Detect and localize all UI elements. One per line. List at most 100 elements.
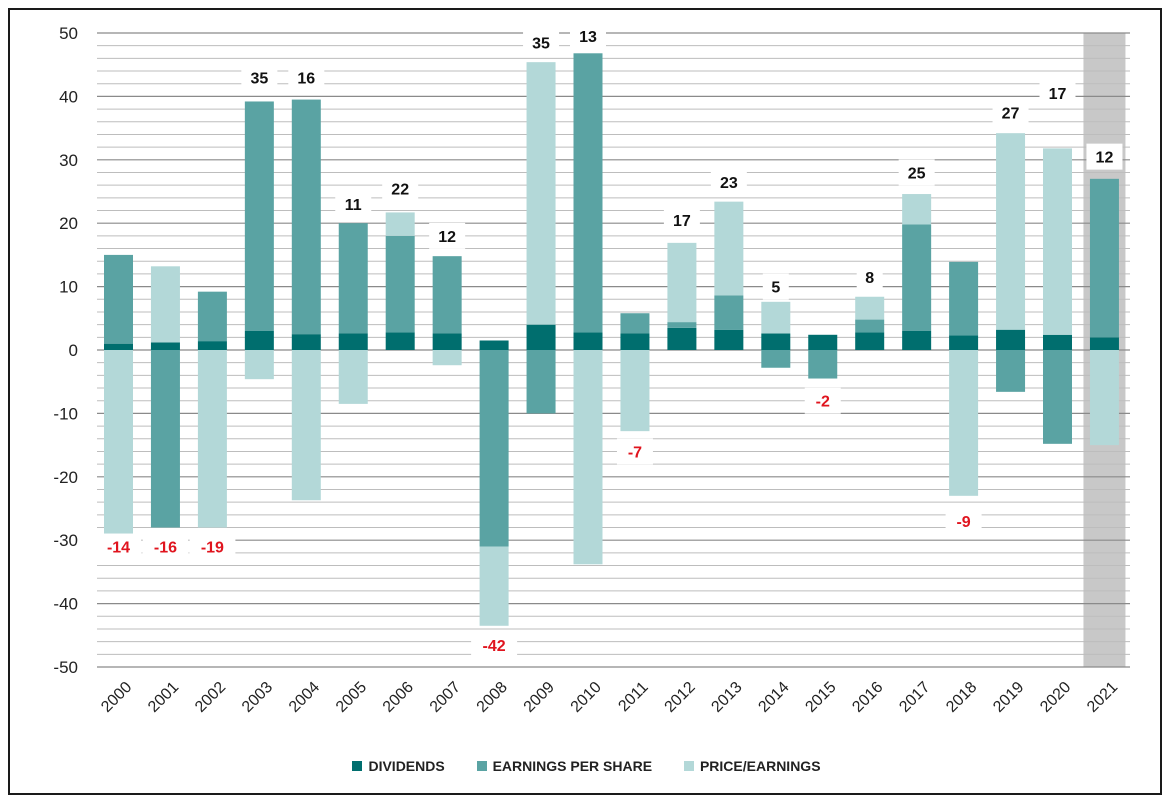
total-return-label-2012: 17 [673, 213, 691, 230]
total-return-label-2008: -42 [483, 638, 506, 655]
bar-eps-2008 [479, 350, 509, 547]
bar-eps-2021 [1089, 178, 1119, 338]
x-tick-label-2005: 2005 [333, 679, 370, 716]
total-label-bg [898, 159, 935, 186]
bar-dividends-2000 [104, 343, 133, 350]
x-tick-label-2006: 2006 [380, 679, 417, 716]
bar-eps-2018 [949, 261, 979, 336]
total-return-label-2020: 17 [1049, 86, 1067, 103]
legend-label-eps: EARNINGS PER SHARE [492, 758, 653, 774]
total-label-bg [142, 533, 189, 560]
total-label-bg [570, 23, 606, 50]
total-label-bg [189, 533, 236, 560]
bar-pe-2010 [573, 350, 603, 565]
bar-eps-2019 [996, 350, 1026, 392]
x-tick-label-2019: 2019 [990, 679, 1027, 716]
bar-pe-2018 [949, 350, 979, 496]
bar-eps-2011 [620, 313, 650, 334]
total-label-bg [710, 168, 747, 195]
y-tick-label: -20 [53, 468, 78, 487]
legend-item-dividends: DIVIDENDS [352, 758, 445, 774]
y-tick-label: -40 [53, 595, 78, 614]
bar-pe-2011 [620, 350, 650, 432]
x-tick-label-2013: 2013 [708, 679, 745, 716]
bar-eps-2020 [1043, 350, 1072, 444]
total-label-bg [335, 191, 372, 218]
total-return-label-2000: -14 [107, 540, 130, 557]
legend-swatch-pe [683, 761, 694, 771]
total-label-bg [804, 387, 841, 414]
bar-pe-2000 [104, 350, 133, 534]
total-return-label-2005: 11 [345, 197, 362, 214]
total-label-bg [523, 29, 560, 56]
bar-pe-2017 [902, 194, 932, 225]
bar-dividends-2014 [761, 333, 791, 350]
y-tick-label: 0 [69, 341, 78, 360]
x-tick-label-2007: 2007 [427, 679, 464, 716]
legend-item-pe: PRICE/EARNINGS [683, 758, 821, 774]
bar-pe-2021 [1089, 350, 1119, 446]
total-return-label-2015: -2 [816, 394, 830, 411]
bar-eps-2000 [104, 254, 133, 344]
total-label-bg [992, 99, 1029, 126]
total-label-bg [663, 207, 700, 234]
bar-eps-2005 [338, 223, 368, 334]
x-tick-label-2014: 2014 [755, 679, 792, 716]
bar-eps-2001 [150, 350, 180, 528]
x-tick-label-2015: 2015 [802, 679, 839, 716]
total-label-bg [288, 64, 325, 91]
bar-dividends-2004 [291, 334, 321, 350]
legend-label-pe: PRICE/EARNINGS [699, 758, 821, 774]
y-tick-label: 20 [59, 214, 78, 233]
total-return-label-2021: 12 [1096, 150, 1114, 167]
bar-eps-2012 [667, 322, 697, 328]
bar-dividends-2018 [949, 335, 979, 350]
bar-eps-2015 [808, 350, 838, 379]
x-tick-label-2012: 2012 [662, 679, 699, 716]
total-label-bg [856, 264, 883, 291]
total-return-label-2016: 8 [865, 270, 874, 287]
total-return-label-2013: 23 [720, 175, 738, 192]
total-return-label-2002: -19 [201, 540, 224, 557]
total-return-label-2009: 35 [532, 36, 550, 53]
legend-swatch-dividends [352, 761, 363, 771]
y-tick-label: 40 [59, 87, 78, 106]
bar-dividends-2015 [808, 334, 838, 350]
total-label-bg [471, 631, 518, 658]
bar-pe-2016 [855, 296, 885, 320]
x-tick-label-2008: 2008 [474, 679, 511, 716]
bar-dividends-2001 [150, 342, 180, 350]
y-tick-label: 30 [59, 151, 78, 170]
total-label-bg [1039, 80, 1076, 107]
bar-dividends-2006 [385, 332, 415, 350]
bar-pe-2001 [150, 266, 180, 343]
y-tick-label: 50 [59, 24, 78, 43]
bar-pe-2004 [291, 350, 321, 501]
bar-pe-2008 [479, 546, 509, 626]
bar-pe-2002 [197, 350, 227, 528]
total-label-bg [429, 222, 466, 249]
x-tick-label-2004: 2004 [286, 679, 323, 716]
total-return-label-2011: -7 [628, 444, 642, 461]
total-label-bg [382, 175, 419, 202]
x-tick-label-2010: 2010 [568, 679, 605, 716]
total-label-bg [945, 508, 982, 535]
total-return-label-2014: 5 [771, 280, 780, 297]
total-return-label-2003: 35 [250, 70, 268, 87]
bar-dividends-2013 [714, 329, 744, 350]
bar-dividends-2010 [573, 332, 603, 350]
bar-pe-2006 [385, 212, 415, 236]
legend-label-dividends: DIVIDENDS [368, 758, 445, 774]
total-return-label-2006: 22 [391, 181, 409, 198]
bar-dividends-2005 [338, 333, 368, 350]
total-return-label-2004: 16 [297, 70, 315, 87]
x-tick-label-2021: 2021 [1084, 679, 1121, 716]
bar-eps-2007 [432, 256, 462, 334]
total-return-label-2010: 13 [579, 29, 597, 46]
total-return-label-2018: -9 [956, 514, 970, 531]
total-label-bg [1086, 143, 1123, 170]
x-tick-label-2001: 2001 [145, 679, 182, 716]
bar-eps-2017 [902, 224, 932, 331]
x-tick-label-2011: 2011 [615, 679, 651, 715]
